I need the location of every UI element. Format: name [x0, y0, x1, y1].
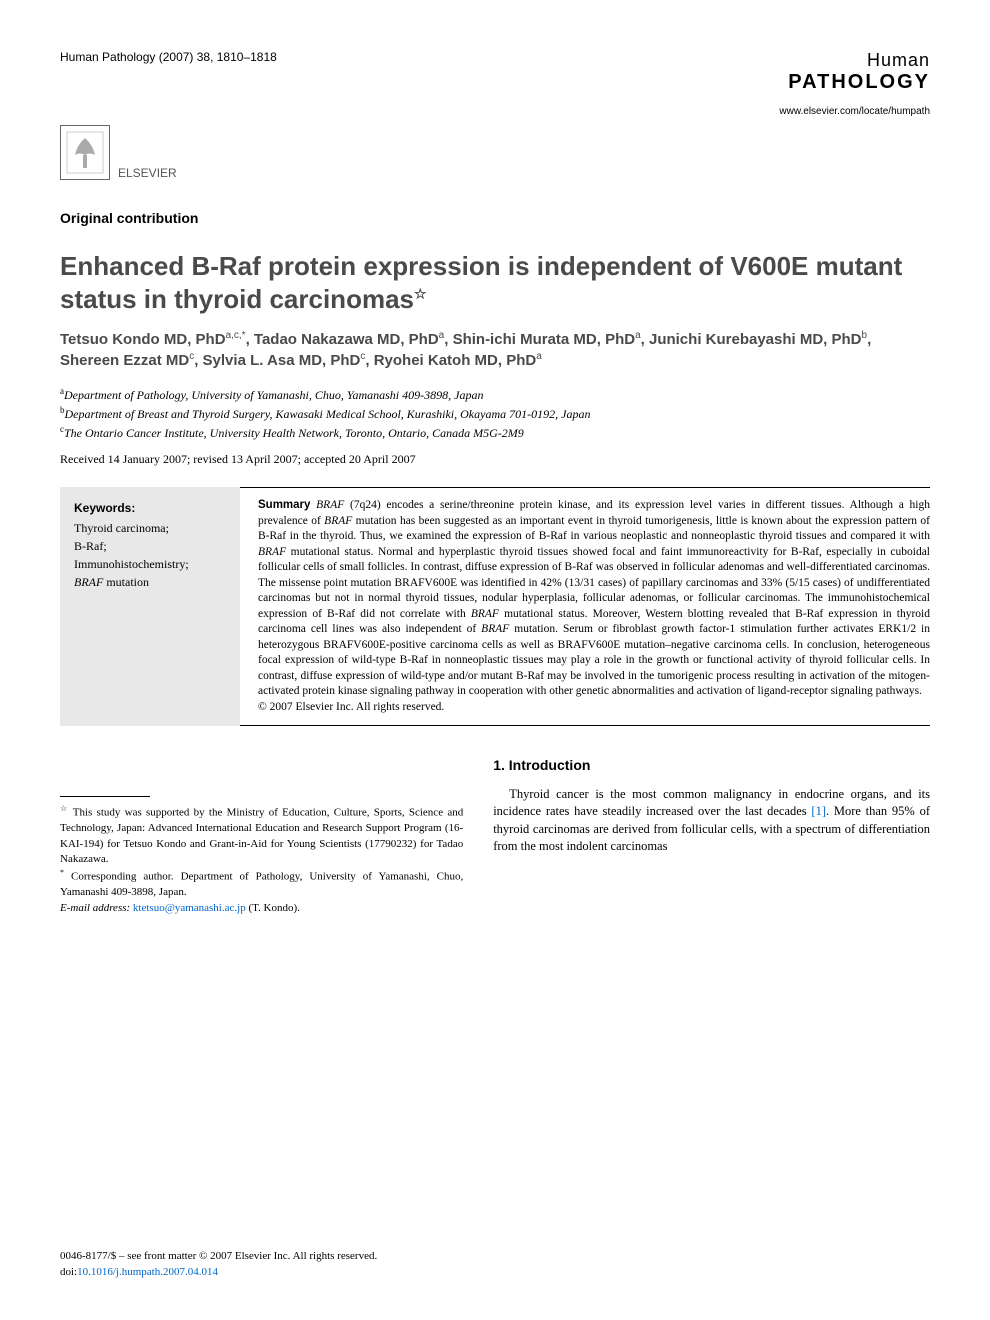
front-matter-line: 0046-8177/$ – see front matter © 2007 El…: [60, 1249, 377, 1264]
corresponding-text: Corresponding author. Department of Path…: [60, 871, 463, 898]
email-footnote: E-mail address: ktetsuo@yamanashi.ac.jp …: [60, 901, 463, 916]
title-footnote-marker: ☆: [414, 285, 427, 301]
summary-block: Keywords: Thyroid carcinoma;B-Raf;Immuno…: [60, 487, 930, 726]
title-text: Enhanced B-Raf protein expression is ind…: [60, 251, 902, 314]
section-1-heading: 1. Introduction: [493, 756, 930, 776]
elsevier-tree-icon: [60, 125, 110, 180]
publisher-row: ELSEVIER: [60, 125, 930, 180]
email-link[interactable]: ktetsuo@yamanashi.ac.jp: [133, 902, 246, 914]
header-row: Human Pathology (2007) 38, 1810–1818 Hum…: [60, 50, 930, 117]
doi-line: doi:10.1016/j.humpath.2007.04.014: [60, 1265, 377, 1280]
article-title: Enhanced B-Raf protein expression is ind…: [60, 250, 930, 315]
journal-url: www.elsevier.com/locate/humpath: [779, 106, 930, 117]
intro-column: 1. Introduction Thyroid cancer is the mo…: [493, 756, 930, 916]
keywords-box: Keywords: Thyroid carcinoma;B-Raf;Immuno…: [60, 487, 240, 726]
doi-label: doi:: [60, 1266, 77, 1278]
footnotes-column: ☆ This study was supported by the Minist…: [60, 756, 463, 916]
publisher-name: ELSEVIER: [118, 166, 177, 180]
citation-text: Human Pathology (2007) 38, 1810–1818: [60, 50, 277, 64]
article-dates: Received 14 January 2007; revised 13 Apr…: [60, 452, 930, 467]
funding-text: This study was supported by the Ministry…: [60, 807, 463, 865]
bottom-columns: ☆ This study was supported by the Minist…: [60, 756, 930, 916]
journal-name-2: PATHOLOGY: [779, 71, 930, 94]
corresponding-footnote: * Corresponding author. Department of Pa…: [60, 867, 463, 900]
author-list: Tetsuo Kondo MD, PhDa,c,*, Tadao Nakazaw…: [60, 329, 930, 371]
journal-brand: Human PATHOLOGY www.elsevier.com/locate/…: [779, 50, 930, 117]
affiliations: aDepartment of Pathology, University of …: [60, 385, 930, 442]
article-type: Original contribution: [60, 210, 930, 226]
email-person: (T. Kondo).: [248, 902, 299, 914]
summary-label: Summary: [258, 499, 310, 511]
funding-footnote: ☆ This study was supported by the Minist…: [60, 803, 463, 867]
intro-paragraph: Thyroid cancer is the most common malign…: [493, 786, 930, 856]
journal-name-1: Human: [779, 50, 930, 71]
copyright-footer: 0046-8177/$ – see front matter © 2007 El…: [60, 1249, 377, 1280]
summary-copyright: © 2007 Elsevier Inc. All rights reserved…: [258, 701, 444, 713]
footnote-rule: [60, 796, 150, 797]
keywords-heading: Keywords:: [74, 499, 226, 517]
ref-1-link[interactable]: [1]: [811, 804, 826, 818]
summary-box: Summary BRAF (7q24) encodes a serine/thr…: [240, 487, 930, 726]
footnotes: ☆ This study was supported by the Minist…: [60, 803, 463, 916]
email-label: E-mail address:: [60, 902, 130, 914]
summary-text: BRAF (7q24) encodes a serine/threonine p…: [258, 499, 930, 697]
keywords-list: Thyroid carcinoma;B-Raf;Immunohistochemi…: [74, 519, 226, 591]
doi-link[interactable]: 10.1016/j.humpath.2007.04.014: [77, 1266, 218, 1278]
